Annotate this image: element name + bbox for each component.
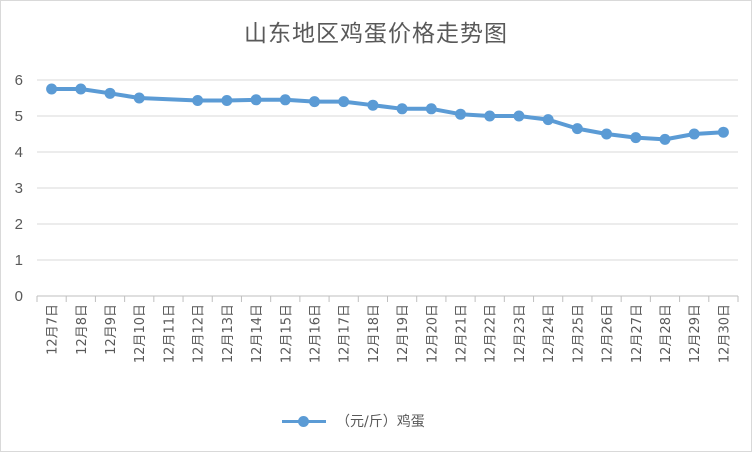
data-point xyxy=(659,133,671,145)
x-tick-label: 12月20日 xyxy=(425,304,440,363)
data-point xyxy=(75,83,87,95)
grid-lines xyxy=(36,79,739,302)
x-tick-label: 12月14日 xyxy=(250,304,265,363)
y-tick-label: 0 xyxy=(15,288,23,305)
data-point xyxy=(513,110,525,122)
data-point xyxy=(250,94,262,106)
data-point xyxy=(133,92,145,104)
series-line-0 xyxy=(49,87,726,142)
data-point xyxy=(542,114,554,126)
y-tick-label: 6 xyxy=(15,72,23,89)
legend: （元/斤）鸡蛋 xyxy=(282,410,425,432)
x-tick-label: 12月21日 xyxy=(455,304,470,363)
data-point xyxy=(484,110,496,122)
x-axis-ticks: 12月7日 12月8日 12月9日 12月10日 12月11日 12月12日 12月13日 1… xyxy=(46,304,733,363)
x-tick-label: 12月18日 xyxy=(367,304,382,363)
legend-swatch xyxy=(282,414,326,428)
x-tick-label: 12月7日 xyxy=(46,304,61,355)
data-point xyxy=(601,128,613,140)
x-tick-label: 12月8日 xyxy=(75,304,90,355)
data-point xyxy=(221,95,233,107)
x-tick-label: 12月16日 xyxy=(308,304,323,363)
y-tick-label: 1 xyxy=(15,252,23,269)
y-tick-label: 2 xyxy=(15,216,23,233)
x-tick-label: 12月23日 xyxy=(513,304,528,363)
x-tick-label: 12月25日 xyxy=(571,304,586,363)
x-tick-label: 12月11日 xyxy=(162,304,177,363)
data-point xyxy=(425,103,437,115)
x-tick-label: 12月24日 xyxy=(542,304,557,363)
x-tick-label: 12月28日 xyxy=(659,304,674,363)
data-point xyxy=(367,99,379,111)
data-point xyxy=(104,87,116,99)
x-tick-label: 12月22日 xyxy=(484,304,499,363)
data-point xyxy=(192,95,204,107)
data-point xyxy=(717,126,729,138)
data-point xyxy=(571,123,583,135)
data-point xyxy=(308,96,320,108)
x-tick-label: 12月19日 xyxy=(396,304,411,363)
x-tick-label: 12月10日 xyxy=(133,304,148,363)
data-point xyxy=(279,94,291,106)
x-tick-label: 12月26日 xyxy=(601,304,616,363)
x-tick-label: 12月9日 xyxy=(104,304,119,355)
y-tick-label: 4 xyxy=(15,144,23,161)
data-point xyxy=(688,128,700,140)
chart-title: 山东地区鸡蛋价格走势图 xyxy=(244,21,508,47)
y-axis-ticks: 0 1 2 3 4 5 6 xyxy=(15,72,23,305)
y-tick-label: 3 xyxy=(15,180,23,197)
y-tick-label: 5 xyxy=(15,108,23,125)
x-tick-label: 12月27日 xyxy=(630,304,645,363)
data-point xyxy=(630,132,642,144)
x-tick-label: 12月17日 xyxy=(338,304,353,363)
data-point xyxy=(46,83,58,95)
legend-label: （元/斤）鸡蛋 xyxy=(336,414,425,430)
data-point xyxy=(455,108,467,120)
series-line xyxy=(46,83,729,145)
data-point xyxy=(396,103,408,115)
x-tick-label: 12月12日 xyxy=(192,304,207,363)
x-tick-label: 12月13日 xyxy=(221,304,236,363)
x-tick-label: 12月15日 xyxy=(279,304,294,363)
x-tick-label: 12月30日 xyxy=(717,304,732,363)
x-tick-label: 12月29日 xyxy=(688,304,703,363)
data-point xyxy=(338,96,350,108)
